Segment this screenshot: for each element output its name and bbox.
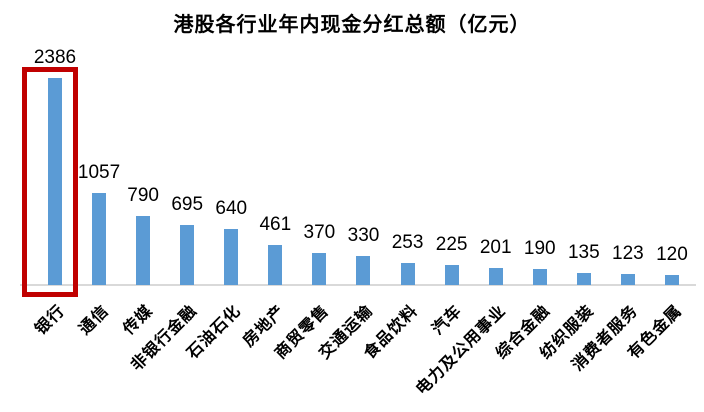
value-label: 640 bbox=[215, 198, 248, 219]
value-label: 253 bbox=[391, 232, 424, 253]
category-label: 银行 bbox=[32, 302, 69, 339]
category-label: 传媒 bbox=[120, 302, 157, 339]
bar bbox=[224, 229, 239, 285]
value-label: 1057 bbox=[77, 162, 121, 183]
value-label: 370 bbox=[303, 222, 336, 243]
bar bbox=[664, 275, 679, 285]
bar bbox=[356, 256, 371, 285]
value-label: 120 bbox=[656, 244, 688, 265]
bar bbox=[620, 274, 635, 285]
bar bbox=[400, 263, 415, 285]
value-label: 123 bbox=[612, 243, 644, 264]
value-label: 190 bbox=[523, 238, 556, 259]
value-label: 2386 bbox=[33, 47, 77, 68]
bar bbox=[136, 216, 151, 285]
category-label: 汽车 bbox=[428, 302, 465, 339]
x-axis-line bbox=[20, 284, 696, 286]
value-label: 790 bbox=[127, 185, 159, 206]
bar bbox=[444, 265, 459, 285]
chart-title: 港股各行业年内现金分红总额（亿元） bbox=[173, 14, 531, 36]
bar bbox=[180, 225, 195, 285]
category-label: 通信 bbox=[76, 302, 113, 339]
bar bbox=[92, 193, 107, 285]
value-label: 695 bbox=[171, 194, 204, 215]
bar bbox=[268, 245, 283, 285]
value-label: 461 bbox=[259, 214, 292, 235]
bar bbox=[48, 78, 62, 285]
value-label: 225 bbox=[435, 234, 468, 255]
highlight-box bbox=[22, 67, 78, 297]
value-label: 201 bbox=[479, 237, 512, 258]
bar bbox=[576, 273, 591, 285]
bar bbox=[488, 268, 503, 285]
value-label: 135 bbox=[567, 242, 600, 263]
bar bbox=[532, 269, 547, 285]
bar bbox=[312, 253, 327, 285]
value-label: 330 bbox=[347, 225, 380, 246]
